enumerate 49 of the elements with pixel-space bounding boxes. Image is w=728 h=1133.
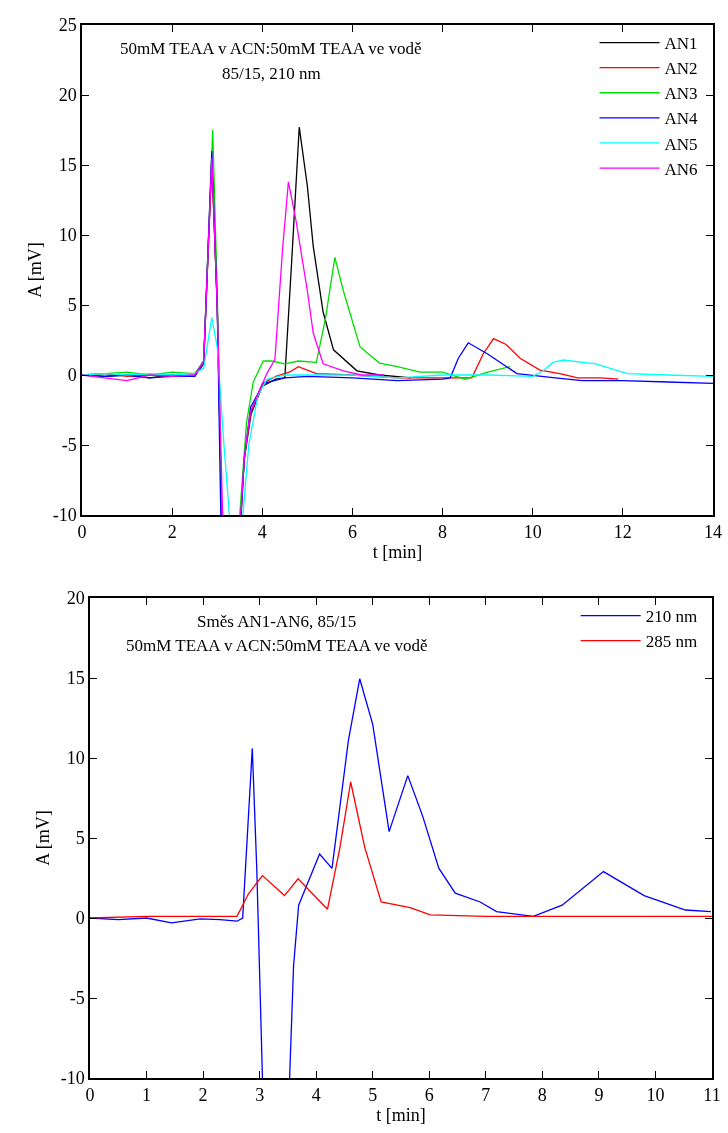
x-tick-label: 2 bbox=[198, 1085, 208, 1106]
y-tick-label: 10 bbox=[66, 748, 85, 769]
y-tick-label: -5 bbox=[61, 435, 77, 456]
y-tick-label: 5 bbox=[75, 828, 85, 849]
x-tick-label: 6 bbox=[347, 522, 357, 543]
legend-label: 285 nm bbox=[645, 632, 698, 652]
x-axis-title: t [min] bbox=[372, 541, 423, 562]
y-tick-label: 0 bbox=[75, 908, 85, 929]
x-tick-label: 11 bbox=[703, 1085, 721, 1106]
annotation: 50mM TEAA v ACN:50mM TEAA ve vodě bbox=[120, 39, 422, 58]
legend-label: AN4 bbox=[664, 109, 699, 129]
y-axis-title: A [mV] bbox=[25, 242, 46, 298]
x-tick-label: 4 bbox=[257, 522, 267, 543]
legend-label: 210 nm bbox=[645, 607, 698, 627]
legend-label: AN1 bbox=[664, 34, 698, 54]
x-tick-label: 12 bbox=[613, 522, 632, 543]
y-tick-label: 15 bbox=[66, 668, 85, 689]
y-tick-label: 5 bbox=[67, 295, 77, 316]
y-tick-label: 10 bbox=[58, 225, 77, 246]
y-tick-label: 20 bbox=[58, 85, 77, 106]
annotation: 50mM TEAA v ACN:50mM TEAA ve vodě bbox=[126, 636, 428, 655]
legend-label: AN6 bbox=[664, 159, 698, 179]
annotation: Směs AN1-AN6, 85/15 bbox=[197, 612, 357, 631]
x-tick-label: 5 bbox=[368, 1085, 378, 1106]
y-axis-title: A [mV] bbox=[33, 810, 54, 866]
x-tick-label: 6 bbox=[424, 1085, 434, 1106]
x-tick-label: 7 bbox=[481, 1085, 491, 1106]
x-tick-label: 2 bbox=[167, 522, 177, 543]
annotation: 85/15, 210 nm bbox=[222, 64, 321, 83]
y-tick-label: -5 bbox=[69, 988, 85, 1009]
y-tick-label: 25 bbox=[58, 15, 77, 36]
y-tick-label: 20 bbox=[66, 588, 85, 609]
legend-label: AN5 bbox=[664, 134, 698, 154]
x-tick-label: 10 bbox=[523, 522, 542, 543]
x-tick-label: 10 bbox=[646, 1085, 665, 1106]
x-tick-label: 8 bbox=[537, 1085, 547, 1106]
y-tick-label: -10 bbox=[52, 505, 77, 526]
x-tick-label: 9 bbox=[594, 1085, 604, 1106]
legend-label: AN3 bbox=[664, 84, 698, 104]
x-tick-label: 3 bbox=[255, 1085, 265, 1106]
legend-label: AN2 bbox=[664, 59, 698, 79]
x-tick-label: 14 bbox=[704, 522, 722, 543]
y-tick-label: -10 bbox=[60, 1068, 85, 1089]
x-axis-title: t [min] bbox=[376, 1105, 426, 1126]
y-tick-label: 0 bbox=[67, 365, 77, 386]
x-tick-label: 1 bbox=[142, 1085, 152, 1106]
x-tick-label: 8 bbox=[438, 522, 448, 543]
x-tick-label: 4 bbox=[311, 1085, 321, 1106]
y-tick-label: 15 bbox=[58, 155, 77, 176]
